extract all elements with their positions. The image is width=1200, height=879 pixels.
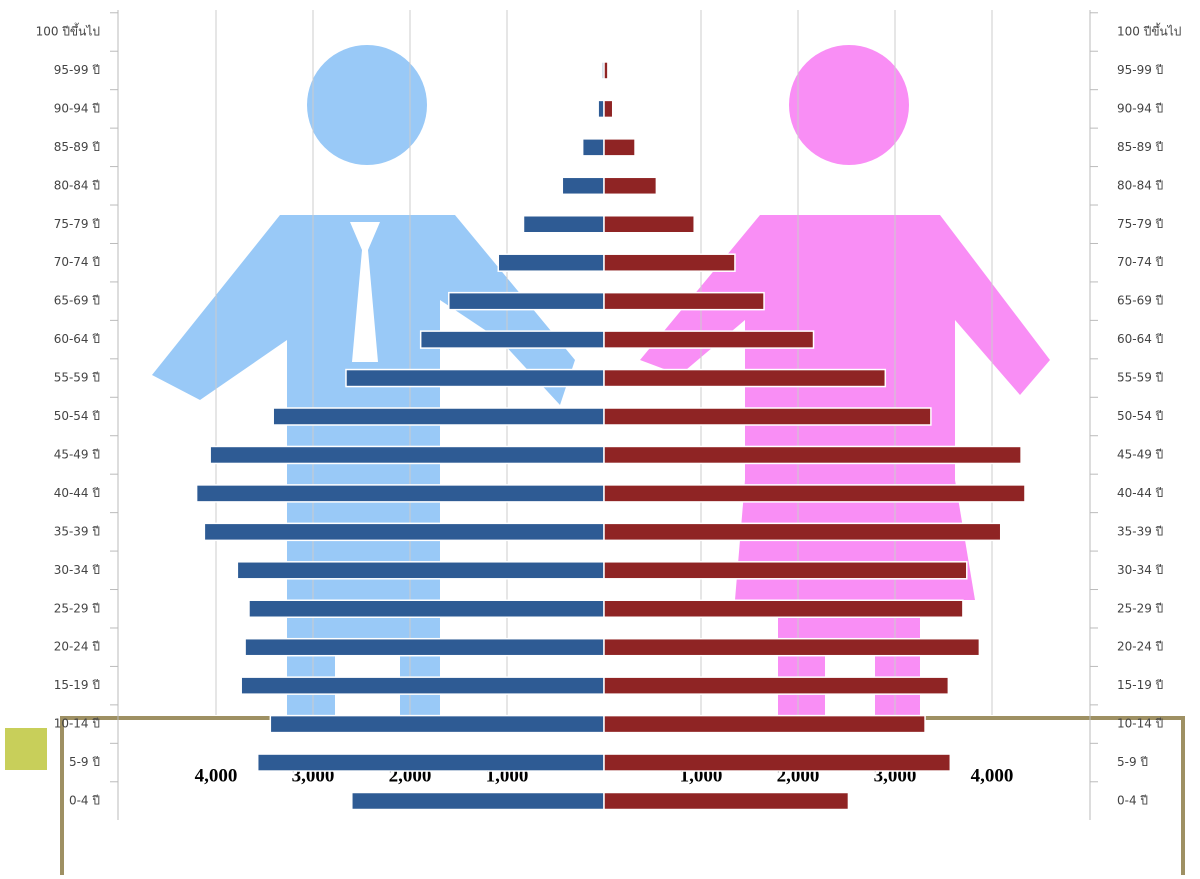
y-tick-label: 55-59 ปี — [54, 371, 100, 385]
y-tick-label: 90-94 ปี — [1117, 101, 1163, 115]
bar — [346, 370, 604, 387]
y-tick-label: 95-99 ปี — [1117, 63, 1163, 77]
bar — [583, 139, 604, 156]
bar — [604, 254, 735, 271]
bar — [604, 562, 967, 579]
chart: 1,0001,0002,0002,0003,0003,0004,0004,000… — [0, 0, 1200, 875]
bar — [604, 370, 885, 387]
x-tick-label: 4,000 — [971, 765, 1014, 786]
y-tick-label: 90-94 ปี — [54, 101, 100, 115]
y-tick-label: 80-84 ปี — [1117, 178, 1163, 192]
y-tick-label: 35-39 ปี — [1117, 524, 1163, 538]
y-tick-label: 15-19 ปี — [54, 678, 100, 692]
y-tick-label: 100 ปีขึ้นไป — [1117, 23, 1181, 39]
bar — [197, 485, 604, 502]
bar — [604, 523, 1001, 540]
bar — [604, 793, 848, 810]
y-tick-label: 20-24 ปี — [54, 640, 100, 654]
bar — [523, 216, 604, 233]
bar — [270, 716, 604, 733]
bar — [604, 754, 950, 771]
bar — [204, 523, 604, 540]
bar — [258, 754, 604, 771]
bar — [604, 485, 1025, 502]
y-tick-label: 45-49 ปี — [1117, 447, 1163, 461]
y-tick-label: 10-14 ปี — [1117, 717, 1163, 731]
bar — [604, 600, 963, 617]
bar — [604, 177, 656, 194]
y-tick-label: 60-64 ปี — [1117, 332, 1163, 346]
bar — [421, 331, 604, 348]
bar — [237, 562, 604, 579]
y-tick-label: 25-29 ปี — [1117, 601, 1163, 615]
y-tick-label: 10-14 ปี — [54, 717, 100, 731]
bar — [245, 639, 604, 656]
bar — [604, 677, 948, 694]
bar — [562, 177, 604, 194]
bar — [598, 100, 604, 117]
legend-swatch — [5, 728, 47, 770]
y-tick-label: 85-89 ปี — [54, 140, 100, 154]
bar — [604, 716, 925, 733]
y-tick-label: 70-74 ปี — [1117, 255, 1163, 269]
bar — [604, 62, 608, 79]
bar — [604, 408, 931, 425]
bar — [273, 408, 604, 425]
y-tick-label: 95-99 ปี — [54, 63, 100, 77]
bar — [352, 793, 604, 810]
y-tick-label: 50-54 ปี — [54, 409, 100, 423]
y-tick-label: 65-69 ปี — [54, 294, 100, 308]
bar — [604, 639, 979, 656]
y-tick-label: 5-9 ปี — [69, 755, 100, 769]
y-tick-label: 80-84 ปี — [54, 178, 100, 192]
bar — [604, 139, 635, 156]
y-tick-label: 60-64 ปี — [54, 332, 100, 346]
bar — [604, 293, 764, 310]
y-tick-label: 30-34 ปี — [1117, 563, 1163, 577]
y-tick-label: 5-9 ปี — [1117, 755, 1148, 769]
y-tick-label: 0-4 ปี — [69, 794, 100, 808]
bar — [241, 677, 604, 694]
y-tick-label: 75-79 ปี — [1117, 217, 1163, 231]
bar — [498, 254, 604, 271]
bar — [604, 100, 613, 117]
y-tick-label: 40-44 ปี — [1117, 486, 1163, 500]
y-tick-label: 70-74 ปี — [54, 255, 100, 269]
y-tick-label: 55-59 ปี — [1117, 371, 1163, 385]
y-tick-label: 15-19 ปี — [1117, 678, 1163, 692]
y-tick-label: 65-69 ปี — [1117, 294, 1163, 308]
y-tick-label: 40-44 ปี — [54, 486, 100, 500]
bar — [604, 331, 814, 348]
bar — [249, 600, 604, 617]
bar — [604, 446, 1021, 463]
bar — [449, 293, 604, 310]
y-tick-label: 25-29 ปี — [54, 601, 100, 615]
y-tick-label: 30-34 ปี — [54, 563, 100, 577]
bar — [604, 216, 694, 233]
bar — [210, 446, 604, 463]
y-tick-label: 0-4 ปี — [1117, 794, 1148, 808]
y-tick-label: 35-39 ปี — [54, 524, 100, 538]
y-tick-label: 50-54 ปี — [1117, 409, 1163, 423]
y-tick-label: 100 ปีขึ้นไป — [36, 23, 100, 39]
x-tick-label: 4,000 — [195, 765, 238, 786]
y-tick-label: 75-79 ปี — [54, 217, 100, 231]
y-tick-label: 20-24 ปี — [1117, 640, 1163, 654]
y-tick-label: 85-89 ปี — [1117, 140, 1163, 154]
y-tick-label: 45-49 ปี — [54, 447, 100, 461]
